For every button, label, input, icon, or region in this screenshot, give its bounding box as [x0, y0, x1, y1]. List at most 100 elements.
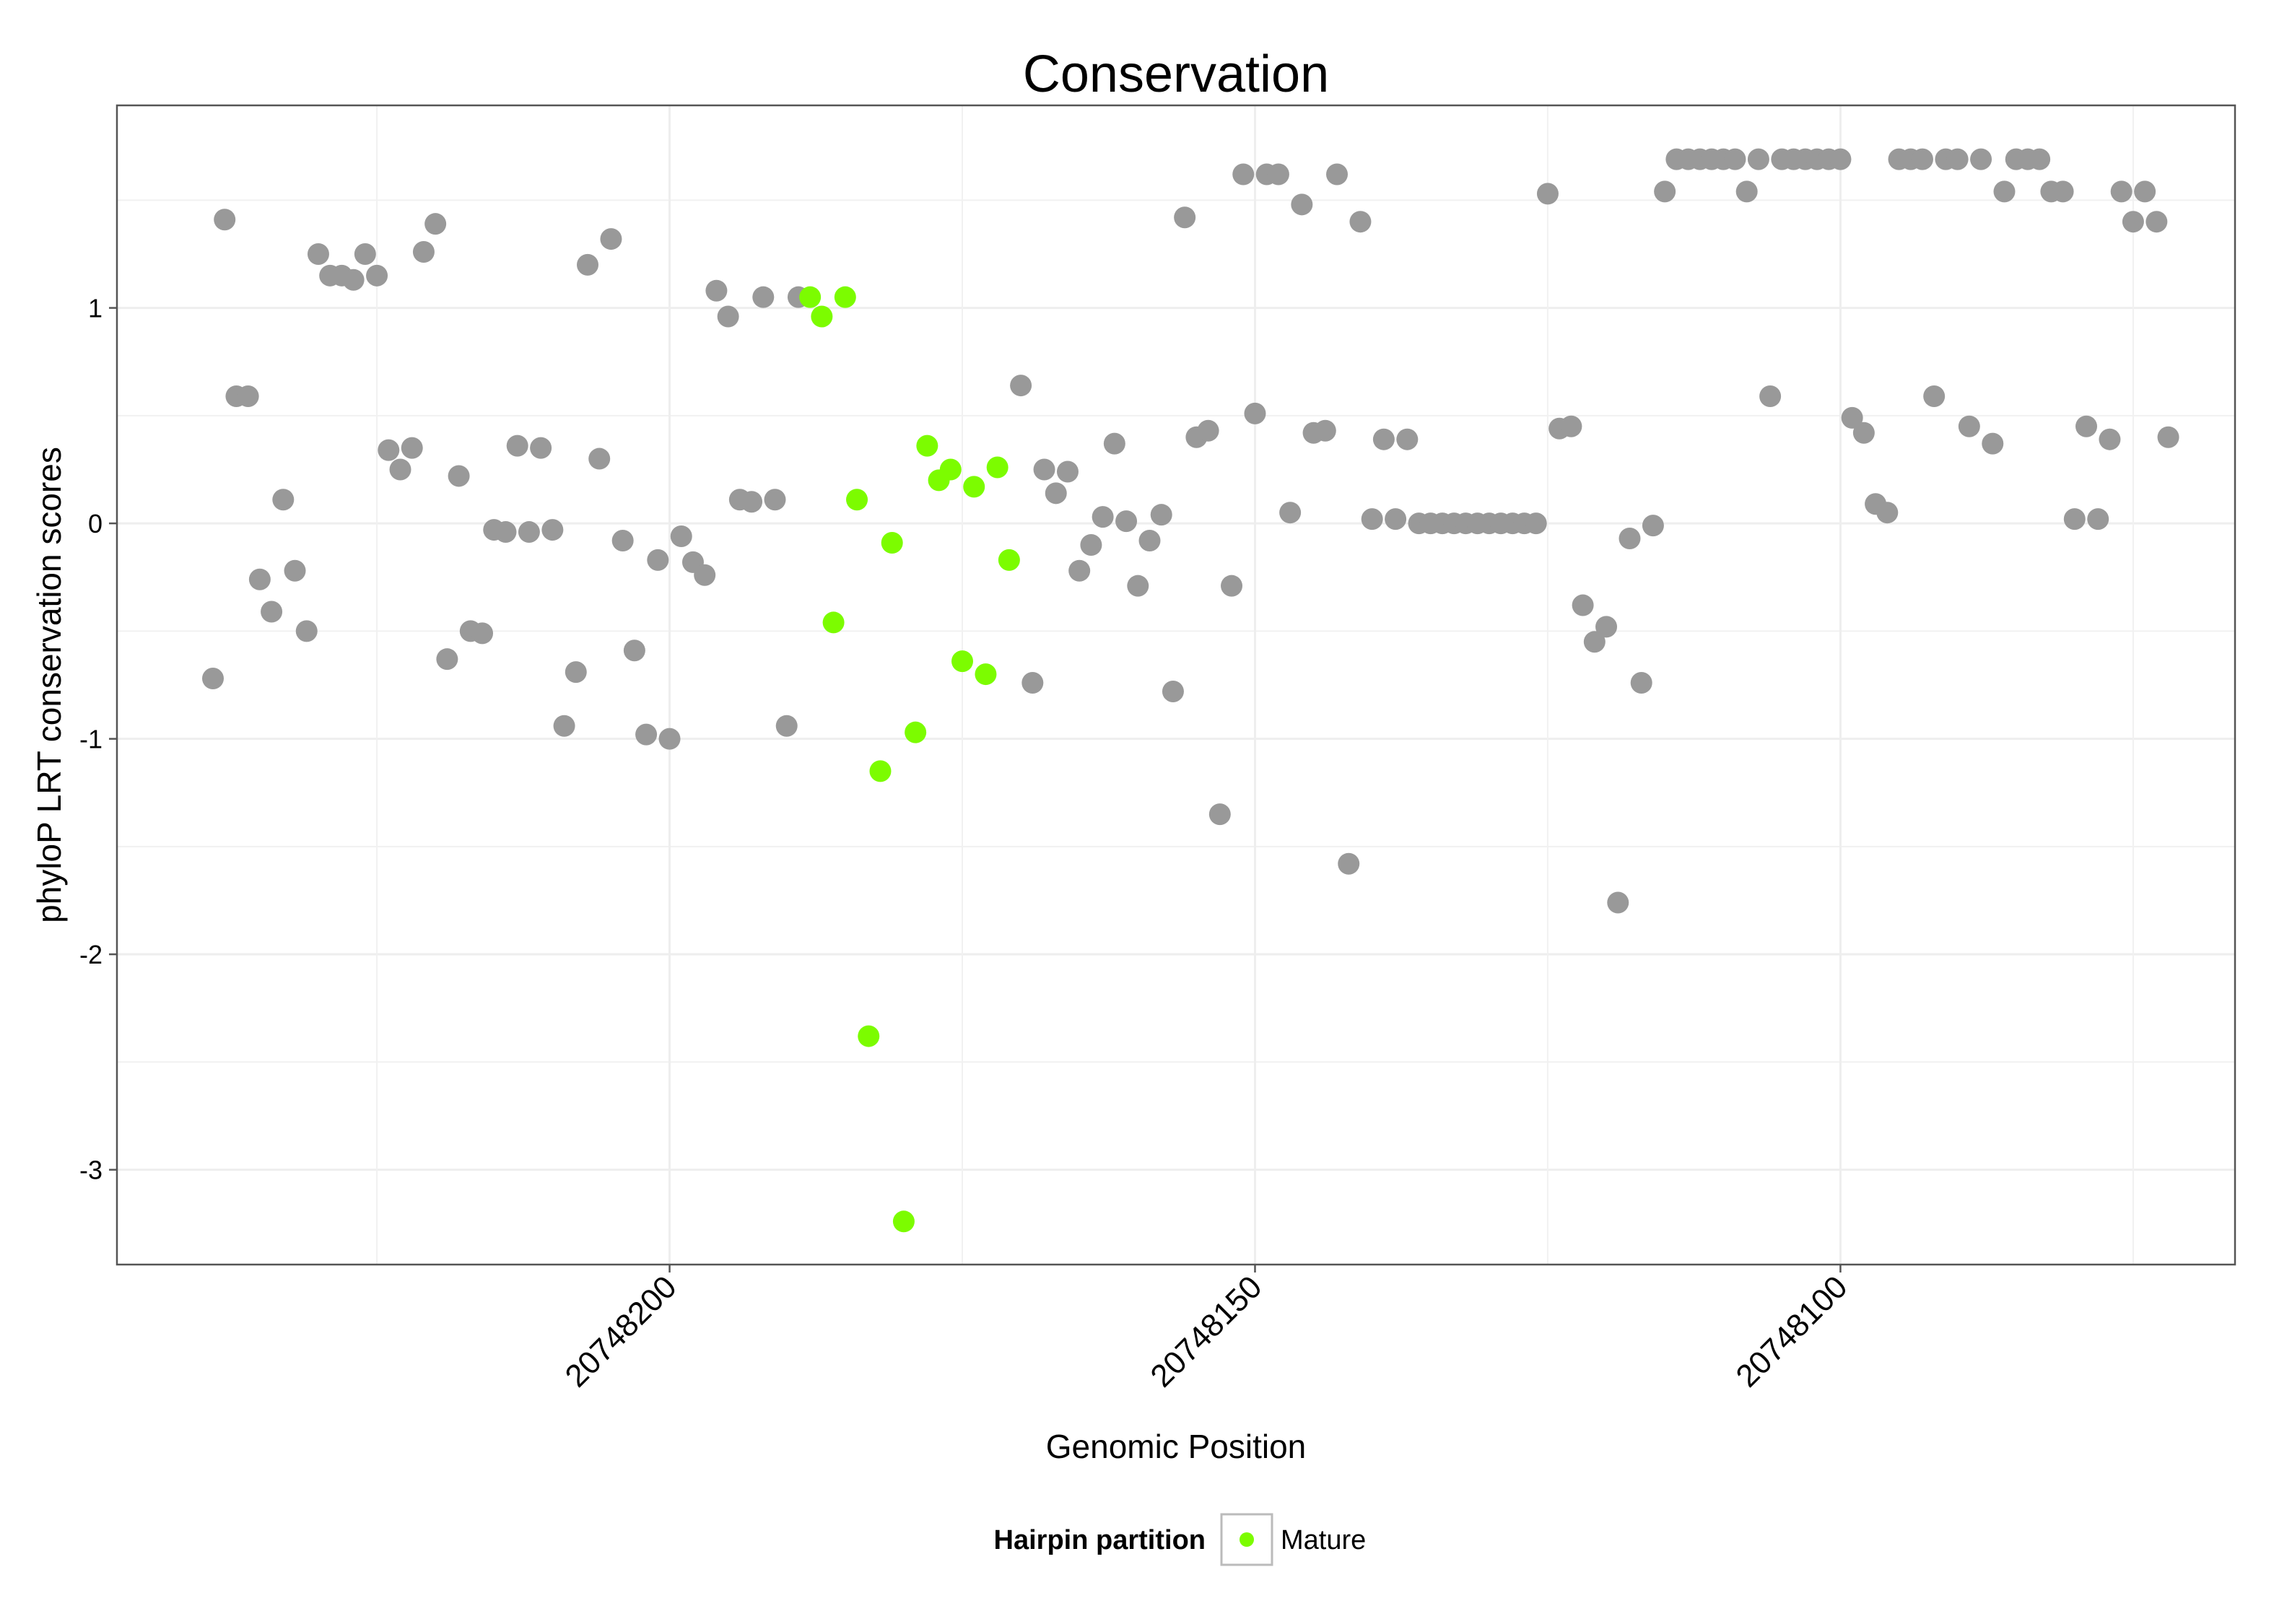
- panel-border: [116, 104, 2236, 1266]
- data-point-other: [670, 525, 692, 548]
- data-point-mature: [916, 435, 938, 457]
- data-point-other: [214, 209, 236, 231]
- data-point-other: [342, 269, 365, 291]
- data-point-other: [1747, 148, 1769, 170]
- data-point-other: [261, 601, 283, 623]
- data-point-other: [518, 521, 540, 543]
- data-point-other: [506, 435, 528, 457]
- data-point-other: [248, 568, 271, 590]
- data-point-other: [1911, 148, 1933, 170]
- data-point-other: [1080, 533, 1102, 556]
- data-point-other: [1595, 616, 1618, 638]
- x-tick-label: 20748150: [1143, 1269, 1268, 1394]
- data-point-other: [1876, 502, 1899, 524]
- legend-entry-mature: Mature: [1281, 1525, 1366, 1555]
- data-point-other: [2099, 428, 2121, 450]
- data-point-other: [307, 243, 329, 265]
- data-point-mature: [939, 458, 962, 481]
- data-point-other: [2122, 211, 2144, 233]
- data-point-other: [565, 661, 587, 684]
- data-point-other: [1361, 508, 1383, 531]
- data-point-other: [1982, 432, 2004, 455]
- y-axis-label: phyloP LRT conservation scores: [30, 447, 68, 923]
- y-axis: 1 0 -1 -2 -3: [79, 294, 117, 1185]
- data-point-mature: [905, 721, 927, 743]
- data-point-other: [1232, 163, 1255, 185]
- x-axis: 20748200 20748150 20748100: [559, 1265, 1854, 1394]
- data-point-other: [1150, 504, 1172, 526]
- data-point-mature: [892, 1210, 915, 1233]
- data-point-other: [448, 465, 470, 487]
- data-point-other: [1291, 193, 1313, 216]
- data-point-other: [272, 489, 295, 511]
- data-point-other: [1115, 510, 1138, 533]
- data-point-other: [1654, 180, 1676, 203]
- y-tick-label: -2: [79, 940, 103, 969]
- data-point-other: [705, 279, 728, 302]
- data-point-other: [658, 728, 681, 750]
- data-point-other: [1958, 415, 1980, 437]
- x-tick-label: 20748100: [1729, 1269, 1854, 1394]
- x-tick-label: 20748200: [559, 1269, 684, 1394]
- data-point-other: [600, 228, 622, 250]
- data-point-other: [1326, 163, 1349, 185]
- data-point-other: [1946, 148, 1969, 170]
- y-tick-label: 0: [88, 509, 103, 538]
- data-point-mature: [869, 760, 892, 782]
- data-point-other: [1338, 852, 1360, 875]
- data-point-other: [2052, 180, 2074, 203]
- data-point-other: [741, 491, 763, 513]
- data-point-other: [1349, 211, 1372, 233]
- data-point-other: [2157, 426, 2179, 448]
- data-point-other: [1583, 631, 1606, 653]
- data-point-other: [775, 715, 798, 737]
- data-point-mature: [881, 531, 903, 554]
- data-point-other: [647, 549, 669, 571]
- data-point-other: [284, 559, 306, 582]
- data-point-other: [378, 439, 400, 461]
- data-point-other: [1759, 385, 1782, 407]
- data-point-other: [1056, 460, 1079, 483]
- data-point-other: [354, 243, 376, 265]
- y-tick-label: -1: [79, 725, 103, 754]
- data-point-other: [1735, 180, 1758, 203]
- data-point-other: [623, 639, 645, 662]
- data-point-other: [1724, 148, 1746, 170]
- data-point-other: [553, 715, 575, 737]
- points-mature: [799, 286, 1020, 1233]
- data-point-mature: [834, 286, 856, 308]
- data-point-other: [1221, 575, 1243, 597]
- y-tick-label: -3: [79, 1156, 103, 1185]
- data-point-other: [2075, 415, 2098, 437]
- data-point-other: [1385, 508, 1407, 531]
- data-point-mature: [858, 1025, 880, 1047]
- data-point-mature: [986, 456, 1009, 479]
- data-point-other: [1279, 502, 1302, 524]
- data-point-other: [1536, 183, 1559, 205]
- legend: Hairpin partition Mature: [994, 1513, 1366, 1566]
- data-point-other: [1045, 482, 1067, 505]
- data-point-other: [541, 519, 564, 541]
- data-point-other: [1970, 148, 1992, 170]
- data-point-other: [1619, 528, 1641, 550]
- data-point-other: [1841, 406, 1863, 429]
- data-point-other: [1208, 803, 1231, 826]
- data-point-other: [1829, 148, 1852, 170]
- data-point-other: [201, 668, 224, 690]
- data-point-other: [1068, 559, 1091, 582]
- data-point-mature: [799, 286, 822, 308]
- data-point-other: [1630, 672, 1652, 694]
- data-point-mature: [998, 549, 1020, 571]
- data-point-other: [1642, 515, 1664, 537]
- data-point-other: [1127, 575, 1149, 597]
- data-point-other: [237, 385, 259, 407]
- data-point-other: [366, 264, 388, 287]
- data-point-other: [1021, 672, 1044, 694]
- data-point-other: [1525, 512, 1547, 535]
- data-point-other: [2110, 180, 2133, 203]
- data-point-other: [1103, 432, 1125, 455]
- x-axis-label: Genomic Position: [1046, 1428, 1307, 1465]
- data-point-other: [764, 489, 786, 511]
- data-point-other: [2146, 211, 2168, 233]
